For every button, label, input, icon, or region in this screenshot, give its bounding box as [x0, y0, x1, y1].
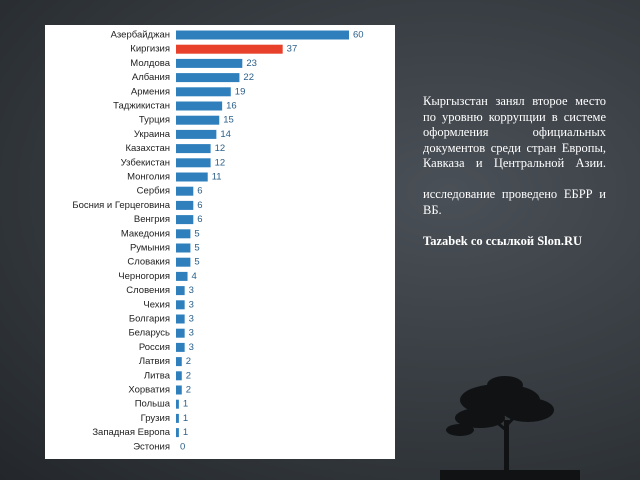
category-label: Грузия: [141, 413, 170, 424]
category-label: Западная Европа: [92, 427, 170, 438]
value-label: 3: [189, 314, 194, 325]
value-label: 16: [226, 101, 237, 112]
bar: [176, 413, 179, 423]
value-label: 3: [189, 285, 194, 296]
bar: [176, 328, 185, 338]
value-label: 60: [353, 30, 364, 41]
category-label: Словения: [126, 285, 170, 296]
bar: [176, 286, 185, 296]
value-label: 5: [194, 228, 199, 239]
category-label: Македония: [121, 228, 170, 239]
category-label: Сербия: [137, 186, 170, 197]
category-label: Польша: [135, 399, 171, 410]
value-label: 6: [197, 214, 202, 225]
category-label: Армения: [131, 86, 170, 97]
bar: [176, 243, 191, 253]
value-label: 3: [189, 342, 194, 353]
category-label: Албания: [132, 72, 170, 83]
category-label: Турция: [139, 115, 170, 126]
category-label: Литва: [144, 370, 171, 381]
tree: [440, 376, 580, 480]
bar: [176, 371, 182, 381]
value-label: 15: [223, 115, 234, 126]
value-label: 1: [183, 427, 188, 438]
value-label: 2: [186, 385, 191, 396]
paragraph: Кыргызстан занял второе место по уровню …: [423, 94, 606, 170]
bar: [176, 300, 185, 310]
category-label: Латвия: [139, 356, 170, 367]
bar: [176, 58, 243, 68]
value-label: 5: [194, 243, 199, 254]
category-label: Таджикистан: [113, 101, 170, 112]
bar: [176, 200, 194, 210]
category-label: Киргизия: [130, 44, 170, 55]
value-label: 3: [189, 328, 194, 339]
bar: [176, 158, 211, 168]
value-label: 2: [186, 356, 191, 367]
category-label: Казахстан: [125, 143, 170, 154]
category-label: Босния и Герцеговина: [72, 200, 170, 211]
category-label: Словакия: [127, 257, 170, 268]
bar: [176, 73, 240, 83]
bar: [176, 115, 220, 125]
value-label: 0: [180, 441, 185, 452]
category-label: Молдова: [130, 58, 170, 69]
bar: [176, 257, 191, 267]
chart-background: [45, 25, 395, 459]
bar: [176, 44, 283, 54]
value-label: 2: [186, 370, 191, 381]
bar: [176, 271, 188, 281]
value-label: 5: [194, 257, 199, 268]
value-label: 6: [197, 186, 202, 197]
category-label: Чехия: [143, 299, 170, 310]
value-label: 12: [215, 143, 226, 154]
bar: [176, 342, 185, 352]
value-label: 23: [246, 58, 257, 69]
category-label: Хорватия: [128, 385, 170, 396]
source: Tazabek со ссылкой Slon.RU: [423, 233, 583, 248]
value-label: 11: [212, 172, 222, 183]
value-label: 4: [192, 271, 197, 282]
bar: [176, 101, 223, 111]
bar: [176, 186, 194, 196]
bar: [176, 428, 179, 438]
category-label: Беларусь: [128, 328, 170, 339]
bar: [176, 215, 194, 225]
bar: [176, 314, 185, 324]
bar: [176, 129, 217, 139]
category-label: Венгрия: [134, 214, 170, 225]
category-label: Россия: [139, 342, 170, 353]
category-label: Румыния: [130, 243, 170, 254]
value-label: 1: [183, 413, 188, 424]
category-label: Эстония: [133, 441, 170, 452]
value-label: 14: [220, 129, 231, 140]
bar: [176, 385, 182, 395]
text-block: Кыргызстан занял второе место по уровню …: [423, 94, 606, 265]
category-label: Азербайджан: [111, 30, 170, 41]
category-label: Украина: [134, 129, 171, 140]
value-label: 19: [235, 86, 246, 97]
value-label: 37: [287, 44, 298, 55]
category-label: Монголия: [127, 172, 170, 183]
paragraph: исследование проведено ЕБРР и ВБ.: [423, 187, 606, 217]
category-label: Узбекистан: [121, 157, 170, 168]
category-label: Черногория: [118, 271, 170, 282]
value-label: 1: [183, 399, 188, 410]
bar: [176, 229, 191, 239]
bar: [176, 87, 231, 97]
value-label: 6: [197, 200, 202, 211]
bar: [176, 399, 179, 409]
bar: [176, 172, 208, 182]
value-label: 22: [243, 72, 254, 83]
bar: [176, 30, 349, 40]
category-label: Болгария: [129, 314, 170, 325]
bar: [176, 144, 211, 154]
value-label: 12: [215, 157, 226, 168]
bar: [176, 357, 182, 367]
value-label: 3: [189, 299, 194, 310]
